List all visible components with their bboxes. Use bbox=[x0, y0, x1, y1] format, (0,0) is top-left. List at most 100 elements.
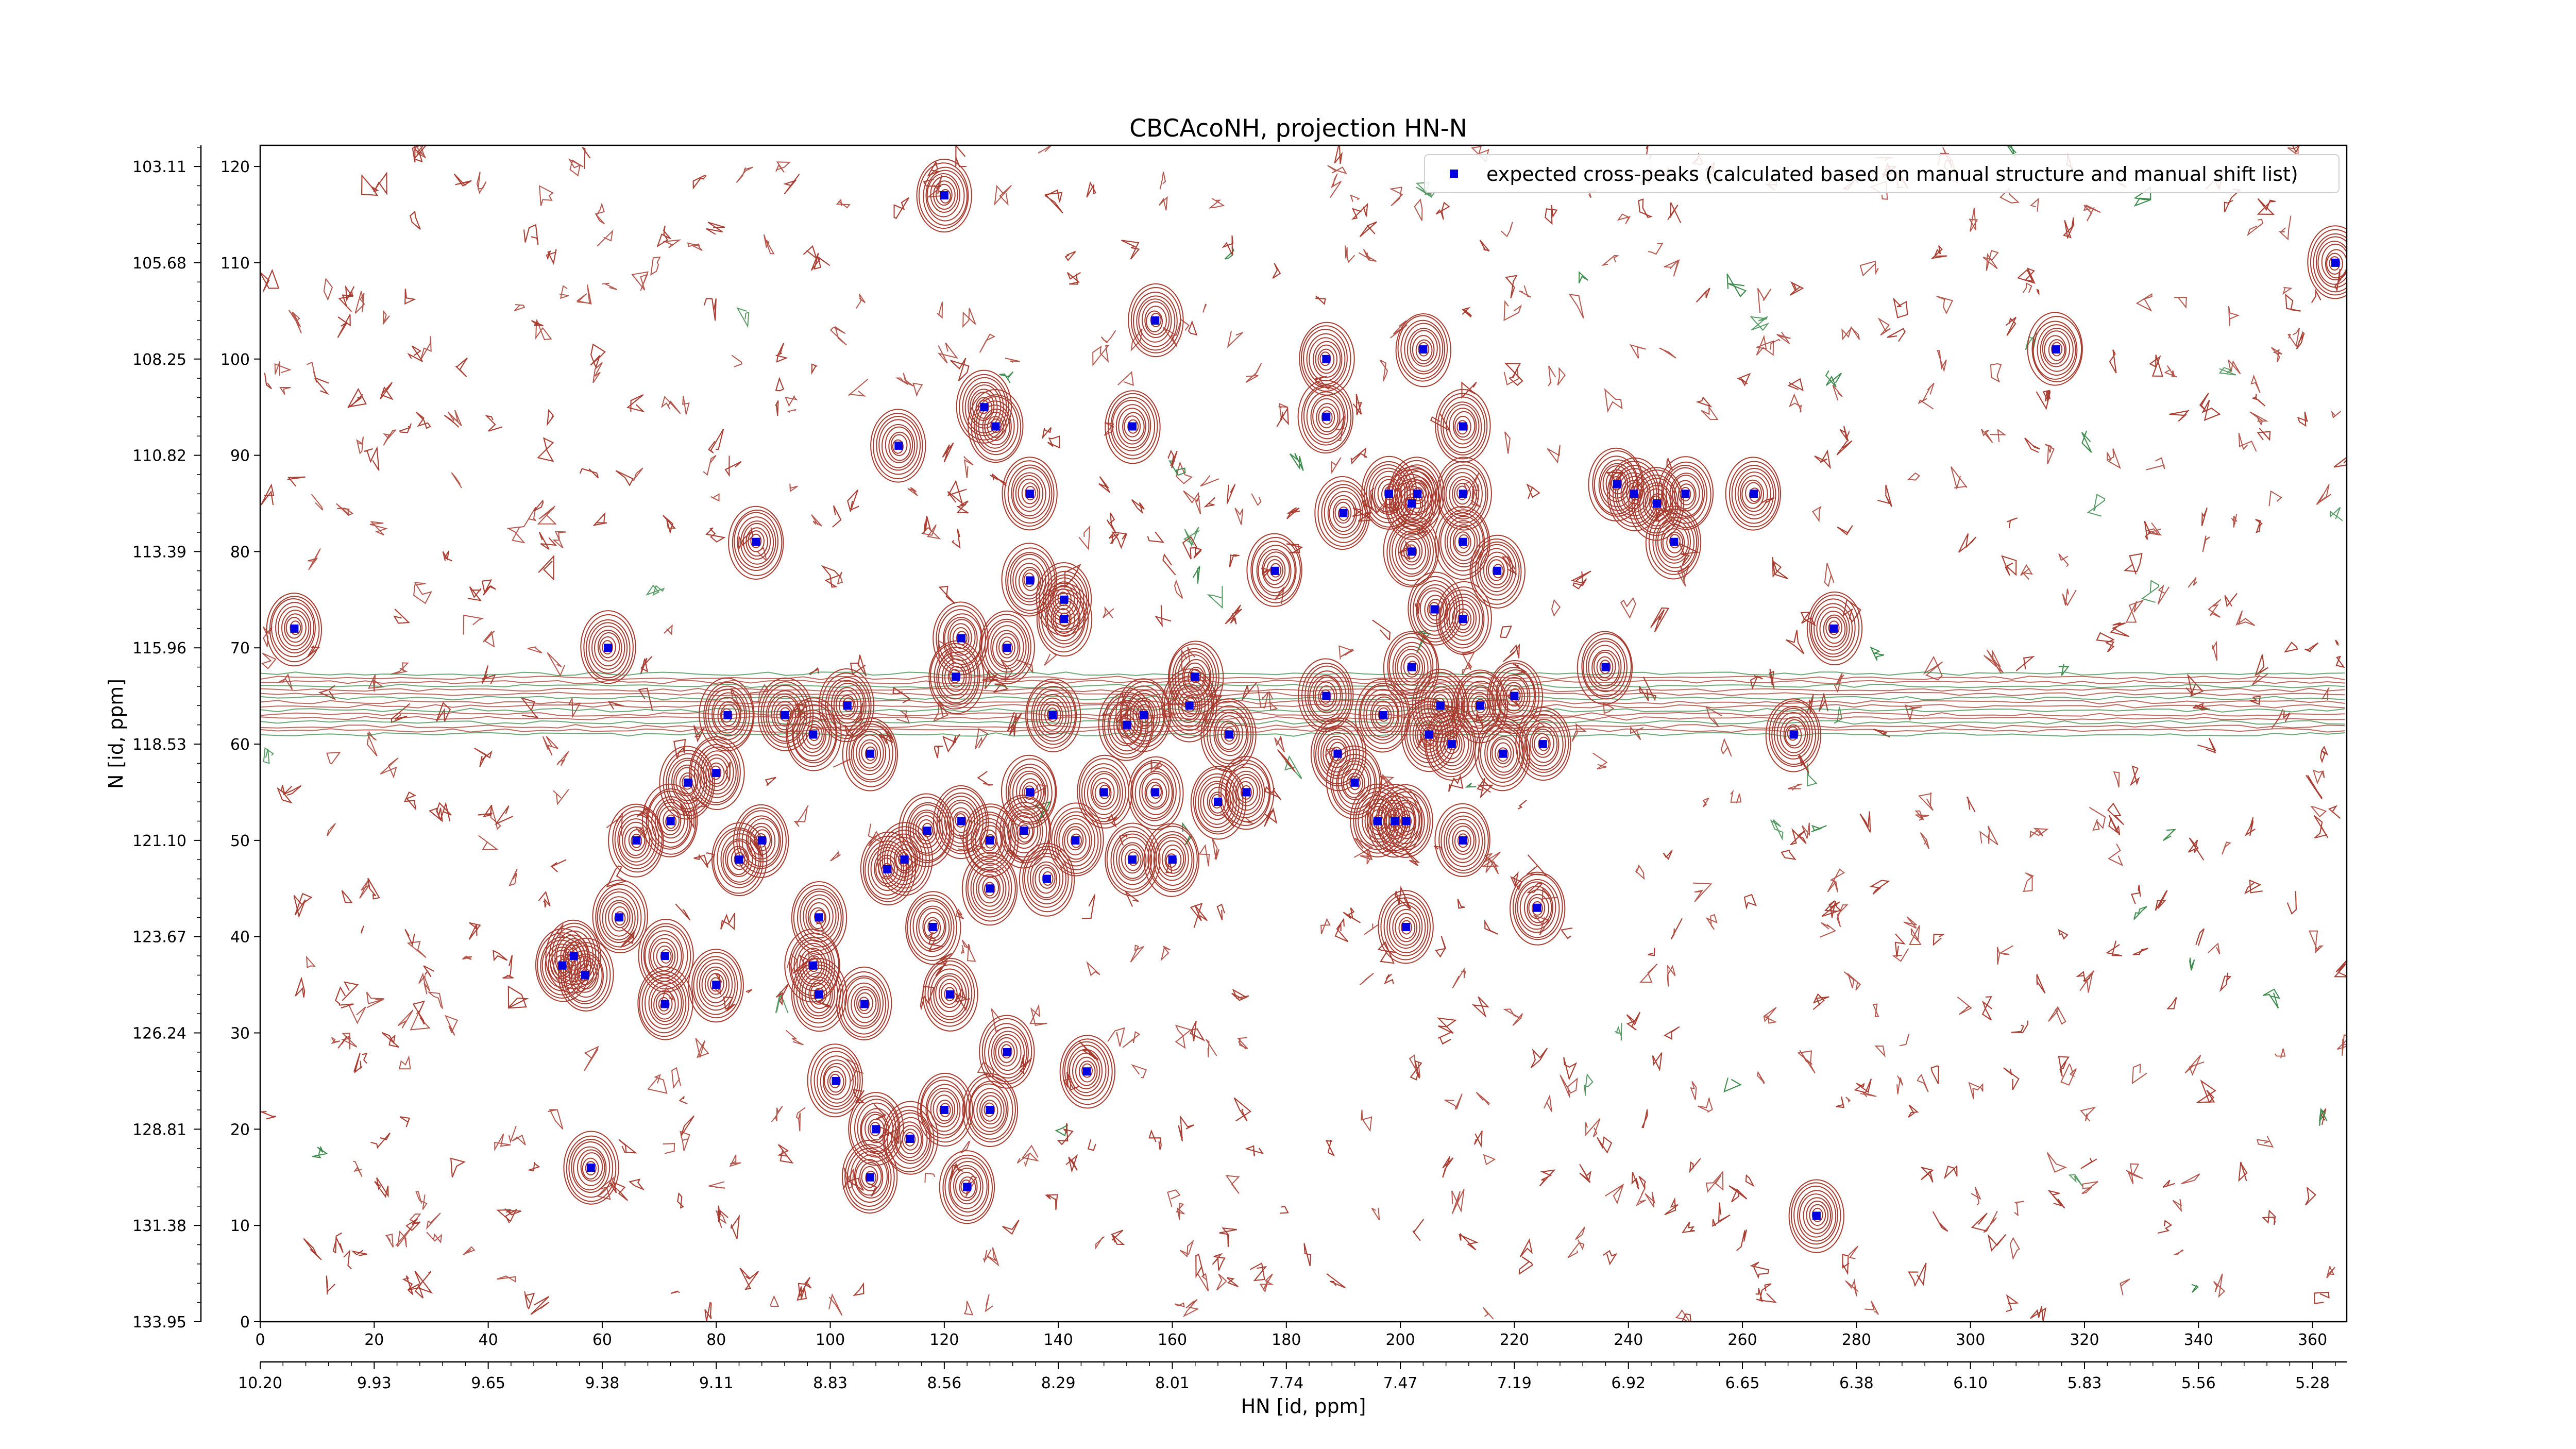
noise-contour bbox=[1352, 394, 1362, 415]
noise-contour bbox=[680, 1131, 690, 1151]
noise-contour bbox=[1597, 1136, 1613, 1154]
peak-contour bbox=[1001, 543, 1057, 617]
x-index-tick-label: 260 bbox=[1727, 1331, 1757, 1349]
noise-contour bbox=[404, 791, 417, 810]
peak-contour bbox=[884, 1106, 935, 1173]
noise-contour bbox=[1604, 388, 1623, 413]
peak-contour bbox=[1007, 552, 1052, 611]
peak-contour bbox=[728, 506, 784, 580]
noise-contour bbox=[2063, 217, 2075, 240]
peak-contour bbox=[1592, 450, 1642, 517]
noise-contour bbox=[293, 892, 313, 918]
streak-contour bbox=[260, 687, 2345, 693]
noise-contour bbox=[606, 865, 627, 888]
peak-contour bbox=[947, 802, 975, 839]
noise-contour bbox=[1918, 398, 1934, 410]
noise-contour bbox=[1174, 1302, 1185, 1308]
peak-contour bbox=[927, 919, 939, 934]
peak-contour bbox=[619, 818, 653, 863]
peak-contour bbox=[1444, 815, 1483, 867]
noise-contour bbox=[942, 442, 954, 463]
noise-contour bbox=[638, 687, 653, 711]
peak-contour bbox=[1012, 815, 1035, 845]
noise-contour bbox=[1216, 1273, 1227, 1291]
peak-contour bbox=[950, 623, 972, 653]
cross-peak-marker bbox=[1020, 827, 1028, 835]
noise-contour bbox=[1274, 736, 1285, 753]
noise-contour bbox=[1705, 1170, 1724, 1193]
noise-contour bbox=[775, 377, 784, 392]
cross-peak-marker bbox=[1060, 595, 1069, 604]
peak-contour bbox=[1221, 722, 1238, 745]
peak-contour bbox=[1765, 698, 1822, 772]
peak-contour bbox=[1042, 871, 1054, 886]
peak-contour bbox=[797, 888, 842, 948]
noise-contour bbox=[1325, 1139, 1335, 1157]
x-ppm-tick-label: 5.56 bbox=[2181, 1374, 2216, 1392]
noise-contour bbox=[2060, 1063, 2077, 1086]
noise-contour bbox=[531, 320, 544, 327]
noise-contour bbox=[582, 147, 591, 170]
peak-contour bbox=[953, 1168, 981, 1205]
noise-contour bbox=[2326, 1266, 2335, 1278]
noise-contour bbox=[1551, 599, 1561, 617]
peak-contour bbox=[969, 1083, 1009, 1135]
peak-contour bbox=[663, 750, 714, 816]
peak-contour bbox=[998, 636, 1015, 659]
noise-contour bbox=[592, 362, 603, 383]
peak-contour bbox=[1301, 325, 1351, 392]
peak-contour bbox=[979, 1095, 1002, 1125]
noise-contour bbox=[408, 1284, 424, 1299]
x-index-tick-label: 360 bbox=[2298, 1331, 2327, 1349]
y-axis-label: N [id, ppm] bbox=[105, 679, 127, 789]
peak-contour bbox=[663, 809, 680, 832]
noise-contour bbox=[553, 789, 569, 806]
noise-contour bbox=[2007, 145, 2017, 158]
peak-contour bbox=[1314, 681, 1337, 711]
peak-contour bbox=[884, 833, 923, 885]
peak-contour bbox=[556, 934, 590, 979]
peak-contour bbox=[1370, 696, 1399, 733]
peak-contour bbox=[1107, 393, 1158, 460]
peak-contour bbox=[1144, 778, 1167, 808]
noise-contour bbox=[426, 1232, 443, 1244]
noise-contour bbox=[937, 301, 943, 319]
peak-contour bbox=[269, 596, 320, 663]
noise-contour bbox=[703, 298, 717, 321]
cross-peak-marker bbox=[1476, 701, 1484, 710]
noise-contour bbox=[731, 355, 742, 367]
y-ppm-tick-label: 131.38 bbox=[132, 1217, 187, 1235]
noise-contour bbox=[1086, 181, 1096, 198]
noise-contour bbox=[921, 524, 941, 540]
peak-contour bbox=[962, 803, 1019, 878]
noise-contour bbox=[1326, 1273, 1346, 1289]
noise-contour bbox=[288, 310, 302, 334]
noise-contour bbox=[1155, 605, 1172, 627]
noise-contour bbox=[2208, 942, 2221, 955]
peak-contour bbox=[1415, 339, 1433, 361]
peak-contour bbox=[1404, 476, 1432, 513]
noise-contour bbox=[303, 1238, 322, 1260]
peak-contour bbox=[1497, 675, 1531, 719]
noise-contour bbox=[2314, 1291, 2330, 1304]
peak-contour bbox=[722, 838, 756, 883]
noise-contour bbox=[1108, 532, 1120, 544]
cross-peak-marker bbox=[1789, 730, 1798, 739]
noise-contour bbox=[1859, 260, 1879, 277]
noise-contour bbox=[2036, 390, 2051, 410]
noise-contour bbox=[1982, 250, 1999, 271]
noise-contour bbox=[1233, 1097, 1251, 1122]
noise-contour bbox=[2006, 1294, 2019, 1312]
noise-contour bbox=[413, 145, 427, 158]
peak-contour bbox=[1406, 661, 1418, 676]
noise-contour bbox=[1131, 499, 1145, 514]
peak-contour bbox=[1486, 556, 1509, 585]
peak-contour bbox=[1406, 328, 1440, 372]
noise-contour bbox=[1505, 275, 1518, 299]
peak-contour bbox=[921, 1080, 966, 1139]
peak-contour bbox=[1066, 828, 1084, 851]
peak-contour bbox=[1047, 707, 1058, 722]
x-ppm-tick-label: 9.11 bbox=[699, 1374, 734, 1392]
peak-contour bbox=[933, 973, 967, 1018]
noise-contour bbox=[2188, 577, 2197, 588]
